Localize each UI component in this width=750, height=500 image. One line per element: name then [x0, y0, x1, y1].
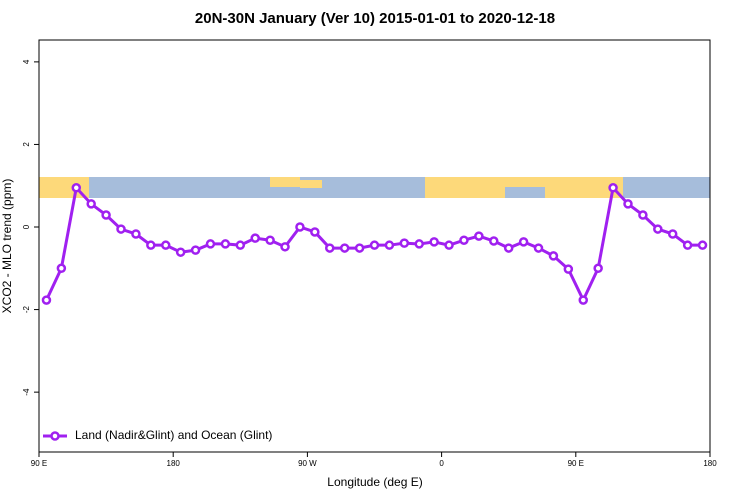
data-point — [369, 240, 380, 250]
data-point — [295, 222, 305, 232]
data-point — [175, 247, 186, 257]
map-strip — [39, 177, 710, 198]
data-point — [384, 240, 395, 250]
chart-title: 20N-30N January (Ver 10) 2015-01-01 to 2… — [195, 10, 555, 27]
data-point — [593, 263, 603, 274]
data-point — [608, 183, 618, 193]
data-point — [682, 240, 693, 250]
data-point — [131, 229, 141, 239]
data-point — [399, 238, 410, 248]
data-point — [667, 229, 678, 239]
data-point — [444, 240, 454, 250]
plot-frame — [38, 39, 711, 453]
x-tick-label: 90 W — [298, 459, 317, 468]
data-point — [563, 264, 574, 274]
data-point — [697, 240, 708, 250]
data-point — [533, 243, 544, 253]
x-tick-label: 180 — [167, 459, 181, 468]
x-tick-label: 180 — [703, 459, 717, 468]
data-point — [160, 240, 171, 250]
data-point — [653, 224, 663, 234]
data-point — [474, 231, 484, 241]
data-point — [638, 210, 648, 220]
y-tick-label: 2 — [22, 142, 31, 147]
y-tick-label: -4 — [22, 388, 31, 396]
x-tick-label: 90 E — [568, 459, 584, 468]
data-point — [101, 210, 111, 220]
x-tick-label: 0 — [439, 459, 444, 468]
data-point — [339, 243, 350, 253]
data-point — [41, 295, 52, 305]
y-tick-label: -2 — [22, 305, 31, 313]
data-point — [354, 243, 365, 253]
y-tick-label: 0 — [22, 224, 31, 229]
data-point — [429, 237, 439, 247]
data-point — [548, 251, 559, 261]
legend-marker — [50, 431, 60, 441]
data-point — [86, 199, 96, 209]
data-point — [518, 237, 529, 247]
data-point — [414, 239, 424, 249]
x-tick-label: 90 E — [31, 459, 47, 468]
y-axis-label: XCO2 - MLO trend (ppm) — [0, 179, 14, 314]
data-point — [71, 183, 82, 193]
data-point — [56, 263, 67, 274]
data-point — [205, 239, 216, 249]
data-point — [325, 243, 335, 253]
data-point — [578, 295, 589, 305]
data-point — [190, 245, 201, 255]
x-axis-label: Longitude (deg E) — [327, 475, 422, 489]
legend-label: Land (Nadir&Glint) and Ocean (Glint) — [75, 428, 272, 442]
data-point — [265, 235, 275, 245]
data-point — [280, 242, 290, 252]
data-point — [146, 240, 156, 250]
data-point — [116, 224, 126, 234]
data-point — [250, 233, 260, 243]
data-point — [623, 199, 633, 209]
y-tick-label: 4 — [22, 59, 31, 64]
data-point — [220, 239, 231, 249]
data-point — [235, 240, 246, 250]
data-point — [503, 243, 514, 253]
data-point — [459, 235, 469, 245]
data-point — [489, 236, 499, 246]
data-point — [310, 227, 320, 237]
